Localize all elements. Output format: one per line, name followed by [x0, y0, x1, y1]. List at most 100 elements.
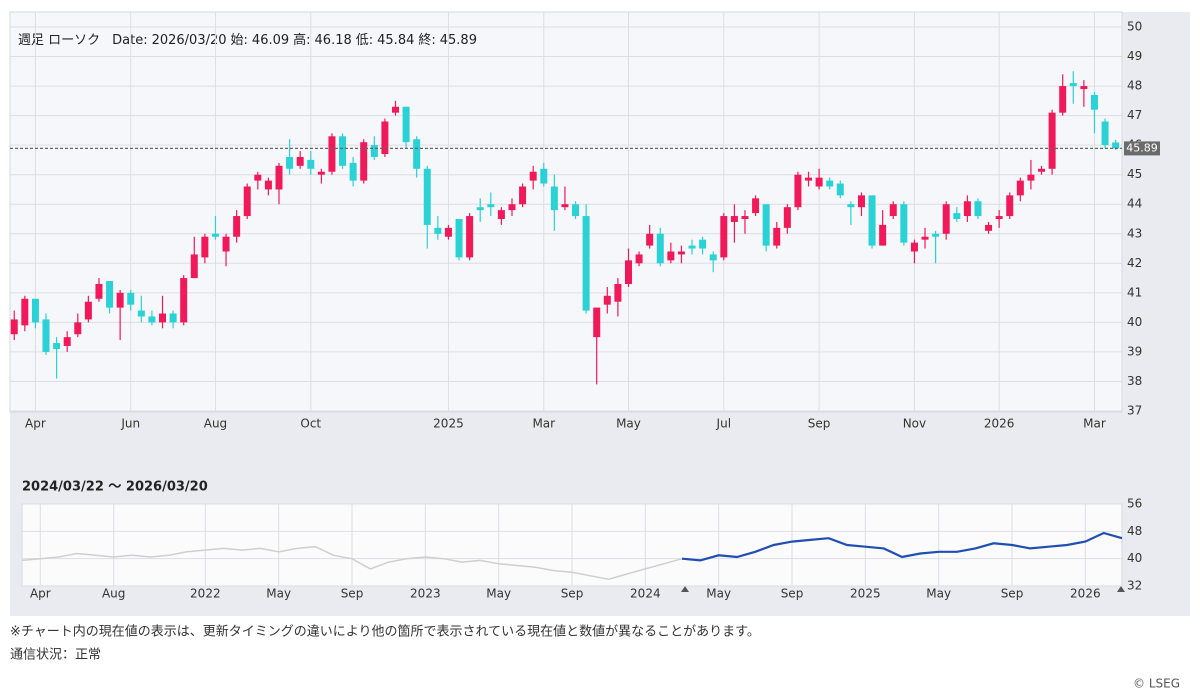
candle-body: [752, 198, 760, 214]
candle-body: [466, 216, 474, 258]
candle-body: [582, 216, 590, 311]
candle-body: [476, 207, 484, 211]
candle-body: [233, 216, 241, 237]
x-tick-label: Mar: [1083, 417, 1106, 431]
candle-body: [593, 307, 601, 338]
x-tick-label: Sep: [561, 587, 584, 601]
candle-body: [328, 136, 336, 172]
x-tick-label: May: [706, 587, 731, 601]
candle-body: [836, 183, 844, 196]
y-tick-label: 38: [1127, 374, 1142, 388]
candle-body: [963, 201, 971, 217]
candle-body: [805, 177, 813, 181]
candle-body: [1038, 168, 1046, 172]
candle-body: [1090, 94, 1098, 110]
y-tick-label: 43: [1127, 226, 1142, 240]
candle-body: [688, 245, 696, 249]
candle-body: [508, 204, 516, 211]
navigator-title: 2024/03/22 〜 2026/03/20: [22, 480, 208, 495]
candle-body: [169, 313, 177, 323]
x-tick-label: Apr: [25, 417, 46, 431]
y-tick-label: 41: [1127, 285, 1142, 299]
candle-body: [868, 195, 876, 246]
x-tick-label: 2026: [984, 417, 1015, 431]
x-tick-label: May: [616, 417, 641, 431]
footer-status: 通信状況：正常: [10, 648, 101, 663]
candle-body: [201, 236, 209, 258]
candle-body: [1006, 195, 1014, 217]
candle-body: [519, 186, 527, 205]
candle-body: [254, 174, 262, 181]
x-tick-label: 2025: [433, 417, 464, 431]
candle-body: [985, 224, 993, 231]
candle-body: [42, 319, 50, 352]
candle-body: [1027, 174, 1035, 181]
candle-body: [148, 316, 156, 323]
candle-body: [21, 298, 29, 326]
x-tick-label: Mar: [532, 417, 555, 431]
x-tick-label: May: [266, 587, 291, 601]
candle-body: [953, 213, 961, 219]
candle-body: [95, 283, 103, 299]
candle-body: [1069, 83, 1077, 87]
candle-body: [180, 278, 188, 323]
y-tick-label: 40: [1127, 551, 1142, 565]
candle-body: [646, 233, 654, 246]
candle-body: [455, 219, 463, 258]
candle-body: [487, 204, 495, 208]
main-plot: [9, 11, 1123, 413]
candle-body: [942, 204, 950, 234]
x-tick-label: Apr: [30, 587, 51, 601]
candle-body: [74, 322, 82, 335]
candle-body: [529, 171, 537, 181]
candle-body: [84, 301, 92, 320]
y-tick-label: 32: [1127, 579, 1142, 593]
candle-body: [889, 204, 897, 217]
chart-label: 週足 ローソク: [18, 33, 100, 48]
candle-body: [127, 292, 135, 305]
y-tick-label: 44: [1127, 197, 1142, 211]
x-tick-label: 2024: [630, 587, 661, 601]
x-tick-label: 2022: [190, 587, 221, 601]
candle-body: [497, 210, 505, 219]
candle-body: [1101, 121, 1109, 146]
date: 2026/03/20: [152, 33, 227, 48]
candle-body: [1080, 86, 1088, 90]
open: 46.09: [252, 33, 289, 48]
candle-body: [815, 177, 823, 187]
candle-body: [159, 313, 167, 323]
candle-body: [677, 251, 685, 255]
x-tick-label: Nov: [903, 417, 926, 431]
candle-body: [275, 165, 283, 190]
x-tick-label: Oct: [300, 417, 321, 431]
open-label: 始:: [231, 33, 248, 48]
candle-body: [1059, 86, 1067, 113]
candle-body: [826, 180, 834, 187]
high: 46.18: [315, 33, 352, 48]
candle-body: [921, 236, 929, 240]
candle-body: [900, 204, 908, 243]
candle-body: [211, 233, 219, 237]
candle-body: [391, 106, 399, 113]
candle-body: [603, 295, 611, 305]
x-tick-label: Sep: [1001, 587, 1024, 601]
candle-body: [1112, 142, 1120, 149]
y-tick-label: 39: [1127, 344, 1142, 358]
candle-body: [932, 233, 940, 237]
candle-body: [243, 186, 251, 217]
candle-body: [995, 216, 1003, 219]
candle-body: [370, 145, 378, 157]
candle-body: [667, 251, 675, 261]
candle-body: [106, 281, 114, 308]
candle-body: [317, 171, 325, 175]
candle-body: [624, 260, 632, 284]
low: 45.84: [377, 33, 414, 48]
candle-body: [847, 204, 855, 208]
candle-body: [339, 136, 347, 166]
last-price-box: [1124, 141, 1160, 156]
candle-body: [1048, 112, 1056, 169]
candle-body: [794, 174, 802, 208]
candle-body: [635, 254, 643, 264]
last-price-label: 45.89: [1126, 141, 1158, 154]
candle-body: [53, 343, 61, 349]
